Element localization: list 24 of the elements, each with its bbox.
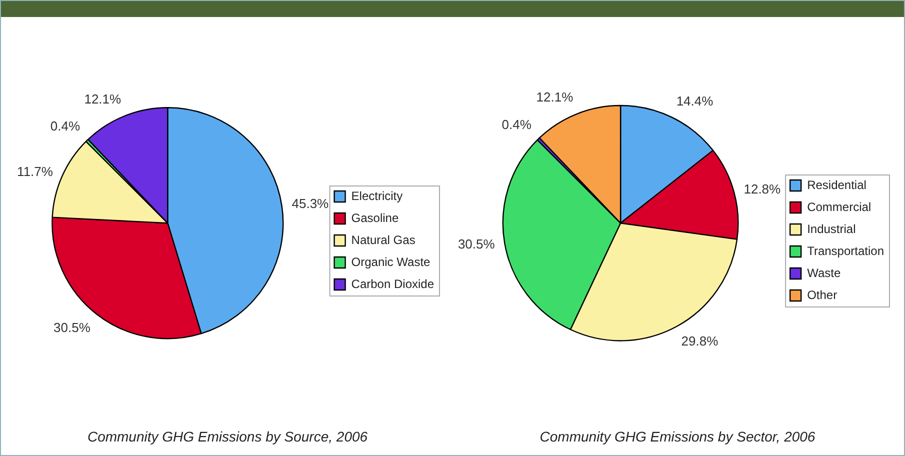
data-label: 12.1% [84, 92, 122, 107]
legend-label: Organic Waste [351, 254, 431, 269]
data-label: 11.7% [17, 164, 54, 179]
data-label: 29.8% [681, 333, 719, 348]
data-label: 30.5% [458, 236, 496, 252]
legend-label: Residential [807, 178, 866, 192]
text: Community GHG Emissions by Sector, 2006 [540, 428, 816, 444]
legend-label: Electricity [351, 188, 403, 203]
data-label: 14.4% [676, 93, 714, 108]
legend-label: Other [807, 288, 838, 302]
data-label: 45.3% [292, 196, 330, 212]
legend-label: Carbon Dioxide [351, 276, 434, 291]
legend-label: Industrial [807, 222, 856, 236]
text: Community GHG Emissions by Source, 2006 [87, 428, 368, 444]
data-label: 12.1% [536, 90, 574, 105]
legend-label: Waste [807, 266, 841, 280]
data-label: 30.5% [54, 320, 91, 336]
legend-label: Natural Gas [351, 232, 416, 247]
legend-label: Commercial [807, 200, 872, 214]
legend-label: Transportation [807, 244, 884, 258]
data-label: 0.4% [502, 116, 532, 132]
data-label: 0.4% [50, 118, 80, 134]
legend-label: Gasoline [351, 210, 399, 225]
data-label: 12.8% [744, 181, 782, 196]
